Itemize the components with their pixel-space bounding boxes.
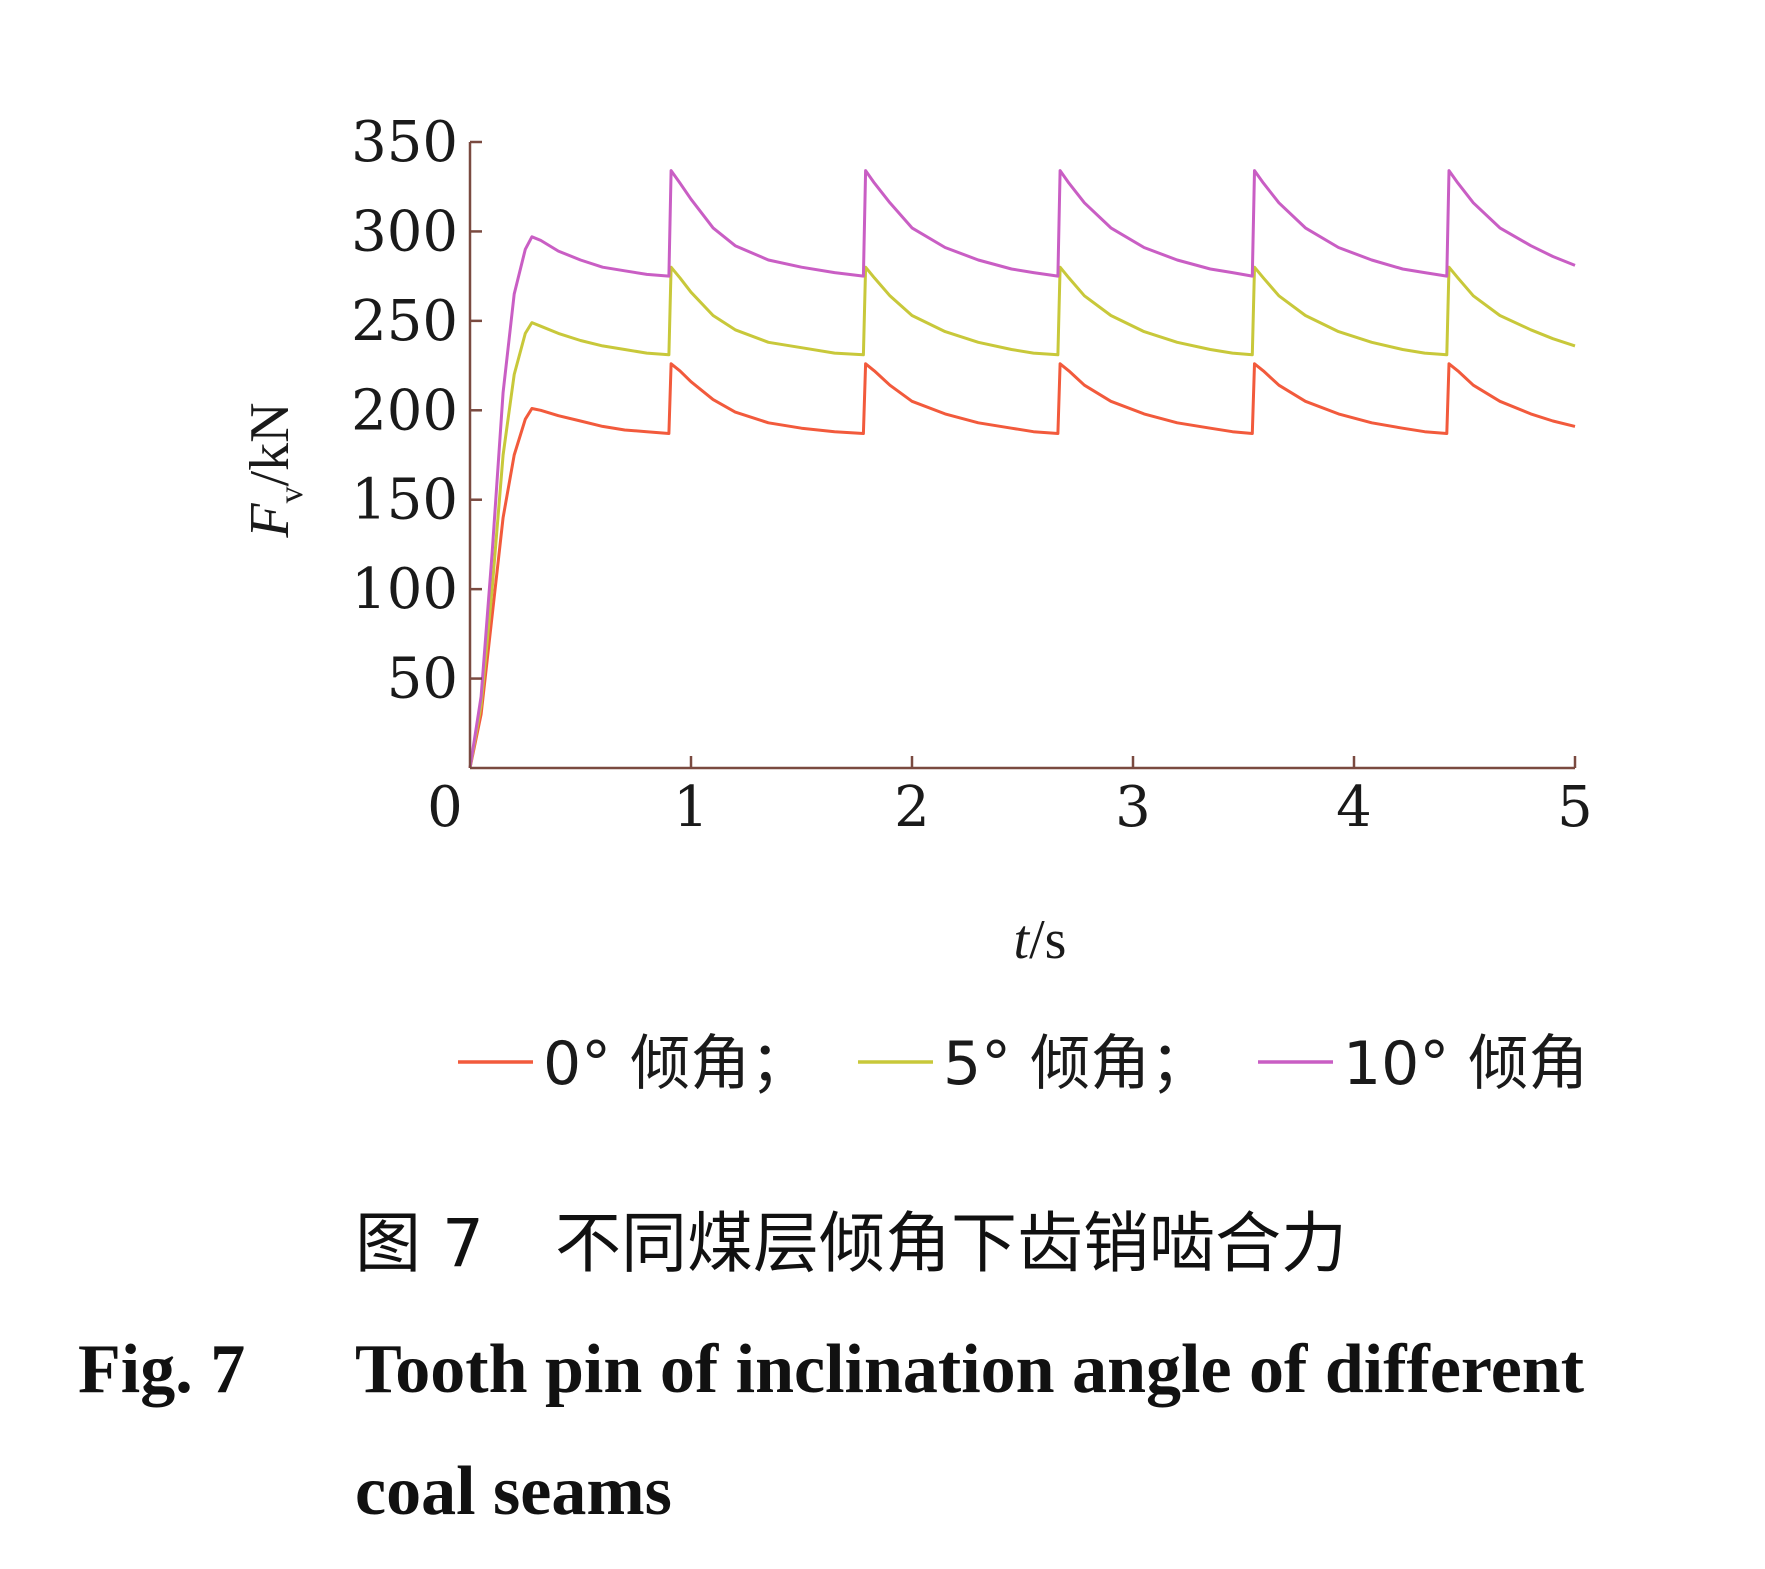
- y-tick-label-6: 350: [351, 110, 458, 175]
- x-ticks: 0 1 2 3 4 5: [427, 756, 1593, 840]
- series-line-2: [468, 169, 1576, 769]
- legend: 0° 倾角； 5° 倾角； 10° 倾角: [458, 1029, 1588, 1099]
- legend-label-1: 5° 倾角；: [943, 1029, 1210, 1099]
- y-tick-label-2: 150: [351, 468, 458, 533]
- y-tick-label-5: 300: [351, 199, 458, 264]
- x-axis-label: t/s: [1014, 909, 1067, 971]
- caption-en-title-line2: coal seams: [355, 1453, 672, 1530]
- caption-en-label: Fig. 7: [78, 1331, 245, 1408]
- y-axis-label: Fv/kN: [239, 402, 310, 538]
- y-tick-label-1: 100: [351, 557, 458, 622]
- caption-cn-label: 图 7: [355, 1205, 484, 1282]
- x-tick-label-5: 5: [1557, 775, 1593, 840]
- caption-cn-title: 不同煤层倾角下齿销啮合力: [555, 1205, 1347, 1282]
- caption-en-title-line1: Tooth pin of inclination angle of differ…: [355, 1331, 1584, 1408]
- x-tick-label-1: 1: [673, 775, 709, 840]
- x-tick-label-3: 3: [1115, 775, 1151, 840]
- y-tick-label-4: 250: [351, 289, 458, 354]
- series-line-0: [468, 362, 1576, 769]
- x-tick-label-0: 0: [427, 775, 463, 840]
- series-line-1: [468, 265, 1576, 769]
- legend-label-2: 10° 倾角: [1343, 1029, 1588, 1099]
- plot-lines: [468, 169, 1576, 769]
- y-tick-label-3: 200: [351, 378, 458, 443]
- x-tick-label-2: 2: [894, 775, 930, 840]
- legend-label-0: 0° 倾角；: [543, 1029, 810, 1099]
- y-tick-label-0: 50: [387, 647, 458, 712]
- y-ticks: 50 100 150 200 250 300 350: [351, 110, 482, 712]
- x-tick-label-4: 4: [1336, 775, 1372, 840]
